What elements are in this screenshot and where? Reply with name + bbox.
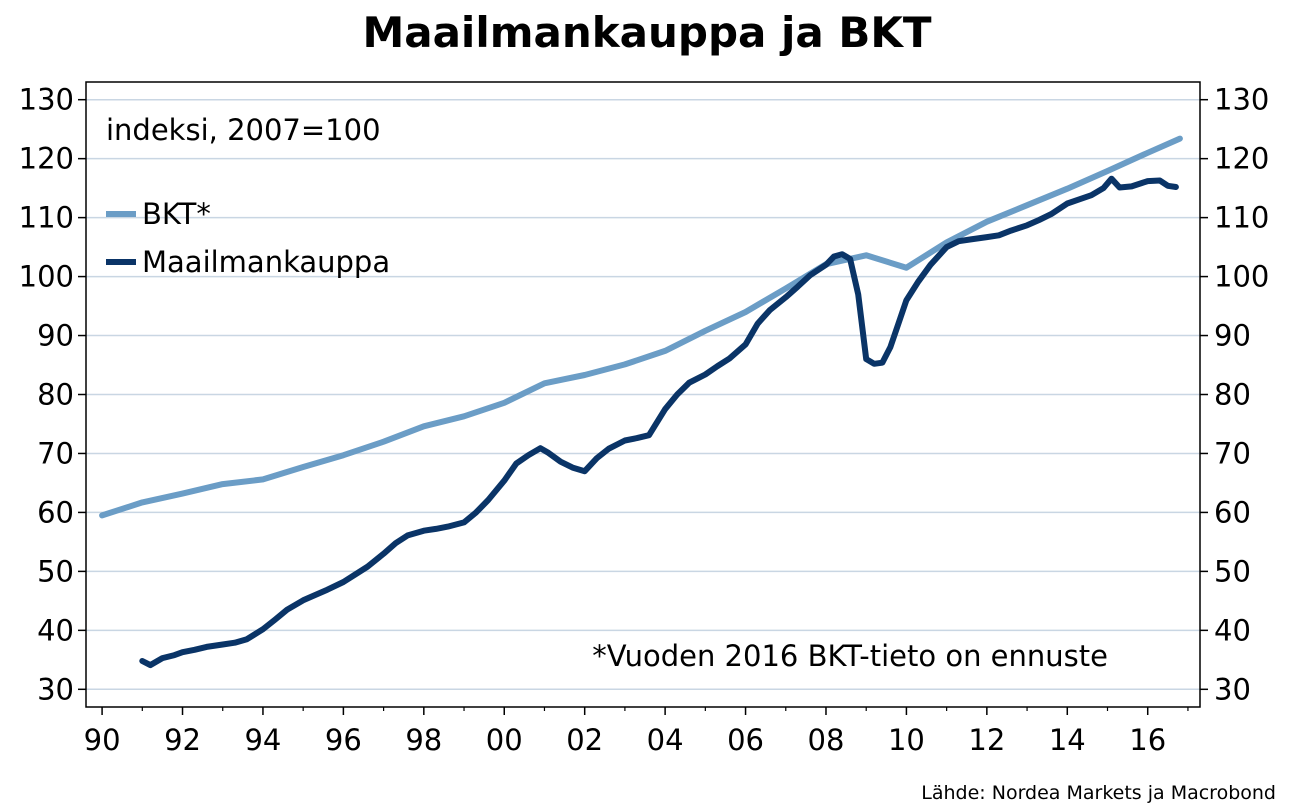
legend-label: Maailmankauppa [142, 245, 390, 279]
x-tick-label: 00 [486, 723, 523, 757]
y-tick-label-right: 60 [1214, 495, 1251, 529]
y-tick-label-right: 120 [1214, 142, 1269, 176]
x-tick-label: 98 [405, 723, 442, 757]
x-tick-label: 08 [808, 723, 845, 757]
y-tick-label-left: 110 [19, 201, 74, 235]
x-tick-label: 96 [325, 723, 362, 757]
y-tick-label-right: 110 [1214, 201, 1269, 235]
series-line-maailmankauppa [139, 175, 1179, 669]
x-tick-label: 14 [1049, 723, 1086, 757]
chart-title: Maailmankauppa ja BKT [362, 8, 932, 57]
x-tick-label: 04 [647, 723, 684, 757]
index-note: indeksi, 2007=100 [106, 113, 381, 147]
y-tick-label-left: 70 [37, 436, 74, 470]
y-tick-label-right: 30 [1214, 672, 1251, 706]
y-tick-label-right: 40 [1214, 613, 1251, 647]
x-tick-label: 94 [244, 723, 281, 757]
y-tick-label-left: 100 [19, 260, 74, 294]
y-tick-label-left: 30 [37, 672, 74, 706]
y-tick-label-left: 50 [37, 554, 74, 588]
y-tick-label-right: 70 [1214, 436, 1251, 470]
legend-label: BKT* [142, 197, 211, 231]
y-tick-label-right: 50 [1214, 554, 1251, 588]
y-tick-label-left: 80 [37, 378, 74, 412]
y-tick-label-left: 90 [37, 319, 74, 353]
x-tick-label: 10 [888, 723, 925, 757]
x-tick-label: 90 [84, 723, 121, 757]
y-tick-label-left: 60 [37, 495, 74, 529]
series-line-bkt [99, 135, 1183, 519]
y-tick-label-right: 100 [1214, 260, 1269, 294]
x-tick-label: 02 [566, 723, 603, 757]
y-tick-label-left: 40 [37, 613, 74, 647]
source-note: Lähde: Nordea Markets ja Macrobond [921, 782, 1276, 804]
x-tick-label: 92 [164, 723, 201, 757]
x-tick-label: 16 [1129, 723, 1166, 757]
x-tick-label: 12 [968, 723, 1005, 757]
y-tick-label-right: 90 [1214, 319, 1251, 353]
x-tick-label: 06 [727, 723, 764, 757]
footnote: *Vuoden 2016 BKT-tieto on ennuste [592, 639, 1108, 673]
y-tick-label-left: 130 [19, 83, 74, 117]
y-tick-label-right: 130 [1214, 83, 1269, 117]
y-tick-label-left: 120 [19, 142, 74, 176]
y-tick-label-right: 80 [1214, 378, 1251, 412]
